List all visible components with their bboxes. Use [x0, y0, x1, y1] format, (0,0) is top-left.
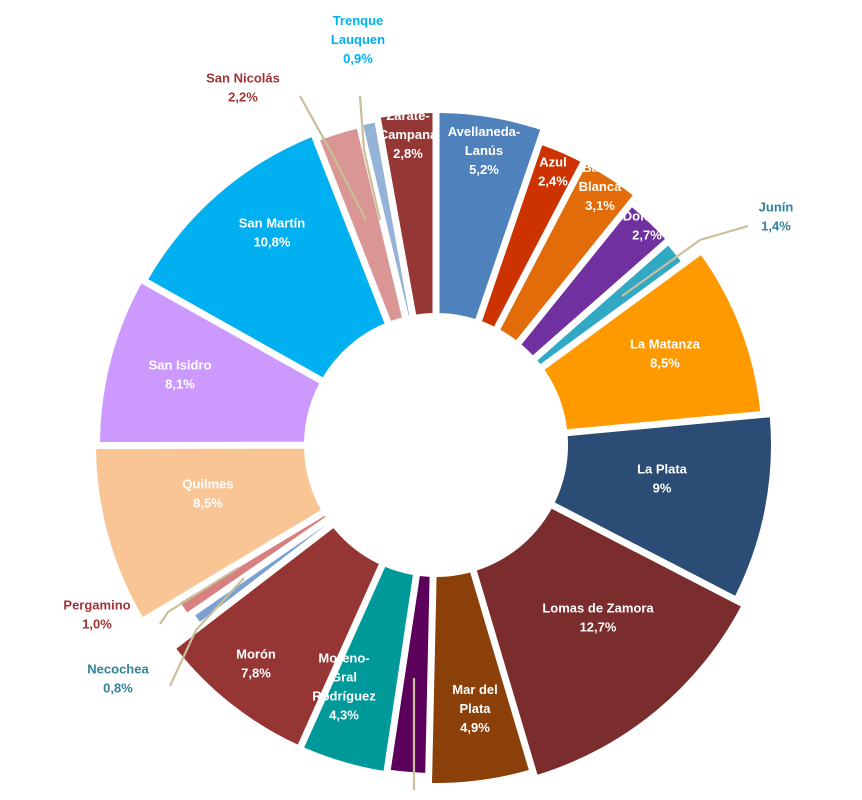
slice-value: 2,4% — [538, 174, 568, 189]
slice-value: 1,4% — [761, 219, 791, 234]
slice-label-junin: Junín 1,4% — [759, 200, 794, 234]
slice-label-bahia-blanca: Bahía Blanca 3,1% — [579, 160, 622, 213]
slice-san-nicolas — [320, 128, 402, 321]
leader-line-junin — [621, 224, 749, 297]
slice-unlabeled-9 — [390, 576, 430, 773]
slice-name: Lauquen — [331, 32, 385, 47]
slice-value: 0,9% — [343, 51, 373, 66]
slice-label-quilmes: Quilmes 8,5% — [182, 477, 233, 511]
slice-la-matanza — [544, 255, 761, 430]
slice-label-moreno-gral-rodriguez: Moreno- Gral Rodríguez 4,3% — [312, 651, 376, 723]
slice-mar-del-plata — [431, 572, 529, 783]
slice-name: La Plata — [637, 462, 688, 477]
donut-slices — [96, 113, 771, 783]
slice-value: 10,8% — [254, 235, 291, 250]
slice-moron — [176, 528, 379, 745]
slice-label-necochea: Necochea 0,8% — [87, 662, 149, 696]
slice-value: 5,2% — [469, 162, 499, 177]
slice-label-pergamino: Pergamino 1,0% — [63, 598, 130, 632]
slice-zarate-campana — [380, 113, 433, 315]
slice-label-san-isidro: San Isidro 8,1% — [149, 358, 212, 392]
slice-label-moron: Morón 7,8% — [236, 647, 276, 681]
slice-label-lomas-de-zamora: Lomas de Zamora 12,7% — [542, 601, 654, 635]
slice-la-plata — [554, 417, 771, 596]
slice-san-isidro — [100, 283, 320, 443]
slice-bahia-blanca — [500, 164, 633, 341]
slice-label-san-martin: San Martín 10,8% — [239, 216, 306, 250]
slice-label-dolores: Dolores 2,7% — [623, 209, 671, 243]
slice-name: Azul — [539, 155, 566, 170]
slice-name: Lomas de Zamora — [542, 601, 654, 616]
slice-name: Rodríguez — [312, 689, 376, 704]
slice-label-san-nicolas: San Nicolás 2,2% — [206, 71, 280, 105]
slice-name: San Isidro — [149, 358, 212, 373]
slice-value: 9% — [653, 481, 672, 496]
slice-label-avellaneda-lanus: Avellaneda- Lanús 5,2% — [448, 124, 521, 177]
slice-value: 1,0% — [82, 617, 112, 632]
slice-name: Bahía — [582, 160, 618, 175]
slice-name: Moreno- — [318, 651, 369, 666]
slice-label-zarate-campana: Zárate- Campana 2,8% — [379, 108, 438, 161]
slice-label-mar-del-plata: Mar del Plata 4,9% — [452, 682, 498, 735]
leader-line-pergamino — [159, 567, 239, 625]
slice-name: La Matanza — [630, 337, 701, 352]
slice-value: 3,1% — [585, 198, 615, 213]
slice-lomas-de-zamora — [476, 508, 741, 775]
slice-value: 8,5% — [193, 496, 223, 511]
slice-label-la-plata: La Plata 9% — [637, 462, 688, 496]
leader-line-san-nicolas — [299, 95, 367, 221]
slice-name: Campana — [379, 127, 438, 142]
leader-line-trenque-lauquen — [358, 95, 382, 221]
slice-azul — [482, 145, 581, 327]
leader-lines — [159, 95, 749, 790]
slice-avellaneda-lanus — [439, 113, 541, 320]
slice-value: 4,9% — [460, 720, 490, 735]
slice-pergamino — [180, 515, 326, 613]
slice-value: 4,3% — [329, 708, 359, 723]
slice-moreno-gral-rodriguez — [304, 566, 413, 771]
slice-value: 2,2% — [228, 90, 258, 105]
slice-name: Junín — [759, 200, 794, 215]
slice-name: Avellaneda- — [448, 124, 521, 139]
slice-name: Lanús — [465, 143, 503, 158]
slice-name: San Nicolás — [206, 71, 280, 86]
slice-labels: Avellaneda- Lanús 5,2% Azul 2,4% Bahía Blanca 3… — [63, 13, 793, 735]
slice-name: Zárate- — [386, 108, 429, 123]
slice-value: 8,5% — [650, 356, 680, 371]
slice-name: Plata — [459, 701, 491, 716]
slice-value: 7,8% — [241, 666, 271, 681]
slice-label-trenque-lauquen: Trenque Lauquen 0,9% — [331, 13, 385, 66]
slice-label-azul: Azul 2,4% — [538, 155, 568, 189]
slice-name: Dolores — [623, 209, 671, 224]
leader-line-necochea — [169, 577, 245, 687]
slice-trenque-lauquen — [363, 122, 410, 316]
slice-san-martin — [148, 137, 385, 378]
slice-name: Pergamino — [63, 598, 130, 613]
slice-name: Quilmes — [182, 477, 233, 492]
slice-necochea — [195, 522, 330, 622]
slice-value: 2,8% — [393, 146, 423, 161]
slice-value: 0,8% — [103, 681, 133, 696]
slice-name: Gral — [331, 670, 357, 685]
slice-name: Mar del — [452, 682, 498, 697]
slice-value: 8,1% — [165, 377, 195, 392]
slice-quilmes — [96, 448, 322, 617]
slice-name: Morón — [236, 647, 276, 662]
slice-name: Blanca — [579, 179, 622, 194]
slice-label-la-matanza: La Matanza 8,5% — [630, 337, 701, 371]
slice-name: San Martín — [239, 216, 306, 231]
slice-junin — [537, 245, 681, 365]
slice-name: Necochea — [87, 662, 149, 677]
slice-value: 12,7% — [580, 620, 617, 635]
slice-value: 2,7% — [632, 228, 662, 243]
slice-dolores — [521, 207, 665, 356]
slice-name: Trenque — [333, 13, 384, 28]
